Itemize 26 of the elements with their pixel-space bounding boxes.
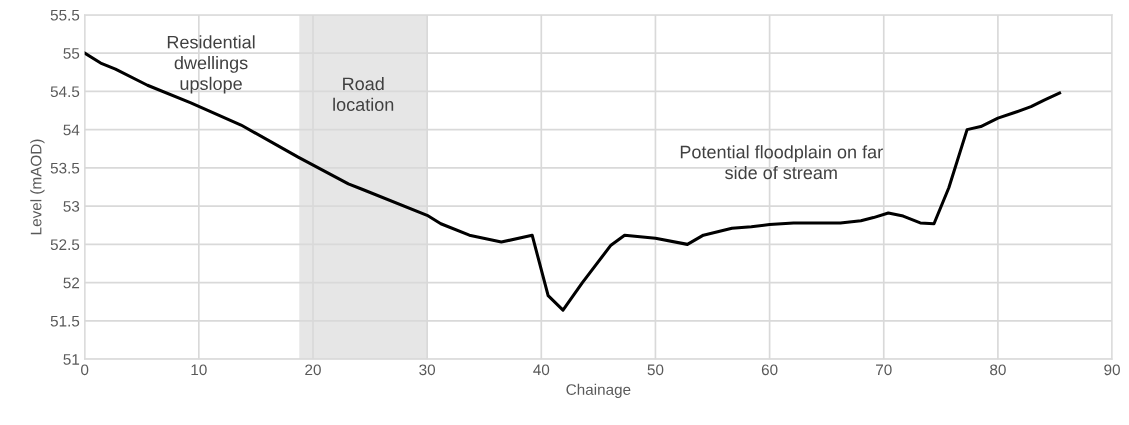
x-tick-label: 40 <box>533 364 550 376</box>
x-axis-title: Chainage <box>566 383 631 399</box>
x-tick-label: 70 <box>876 364 892 376</box>
y-tick-label: 53.5 <box>50 162 80 174</box>
y-tick-label: 52.5 <box>50 239 80 251</box>
x-tick-label: 80 <box>990 364 1006 376</box>
x-tick-label: 0 <box>81 364 89 376</box>
y-axis-title: Level (mAOD) <box>30 139 45 235</box>
annotation: Potential floodplain on far side of stream <box>680 145 883 180</box>
band-label: Road location <box>333 76 394 111</box>
y-tick-label: 54 <box>63 124 80 136</box>
line-series <box>84 51 1062 312</box>
annotation: Residential dwellings upslope <box>167 35 255 94</box>
y-tick-label: 52 <box>63 277 80 289</box>
x-tick-label: 90 <box>1104 364 1120 376</box>
y-tick-label: 51 <box>63 354 80 365</box>
y-tick-label: 53 <box>63 200 80 212</box>
x-tick-label: 30 <box>419 364 436 376</box>
y-tick-label: 55.5 <box>50 9 80 21</box>
x-tick-label: 50 <box>647 364 664 376</box>
x-tick-label: 10 <box>191 364 207 376</box>
y-tick-label: 54.5 <box>50 86 80 98</box>
y-tick-label: 51.5 <box>50 315 80 327</box>
y-tick-label: 55 <box>63 48 80 59</box>
x-tick-label: 60 <box>761 364 778 376</box>
x-tick-label: 20 <box>305 364 321 376</box>
